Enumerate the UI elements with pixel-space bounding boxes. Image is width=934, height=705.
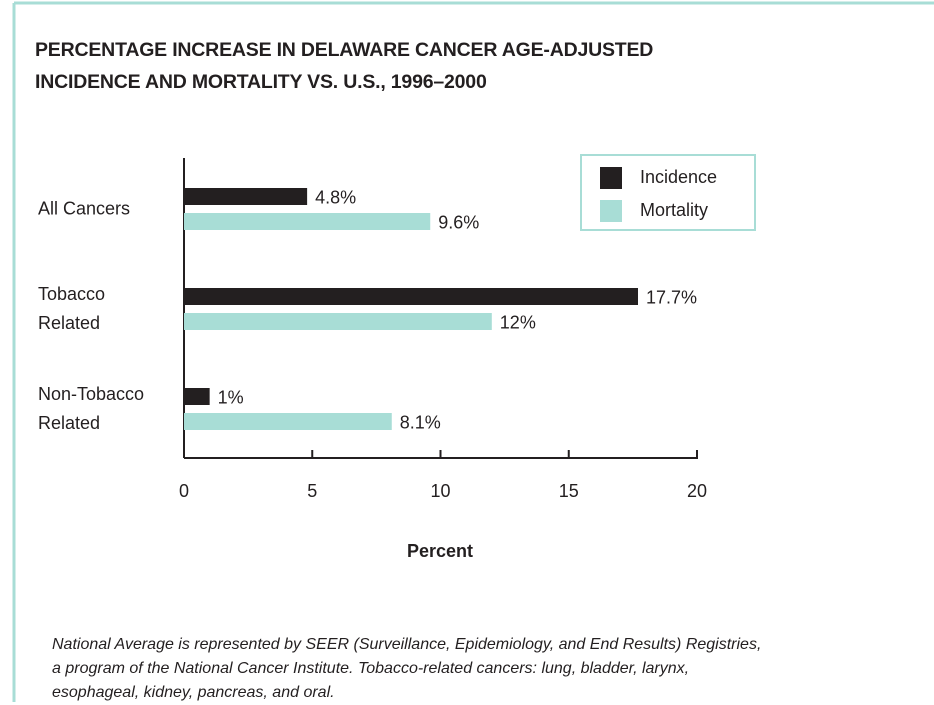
legend-label: Incidence bbox=[640, 167, 717, 187]
x-tick-label: 5 bbox=[307, 481, 317, 501]
chart-title: PERCENTAGE INCREASE IN DELAWARE CANCER A… bbox=[35, 39, 654, 93]
bar bbox=[184, 413, 392, 430]
x-tick-label: 20 bbox=[687, 481, 707, 501]
x-axis-title: Percent bbox=[406, 541, 474, 561]
category-label: Non-Tobacco Related bbox=[38, 384, 145, 433]
value-label: 8.1% bbox=[400, 412, 441, 432]
x-tick-label: 0 bbox=[179, 481, 189, 501]
x-tick-label: 15 bbox=[559, 481, 579, 501]
value-label: 17.7% bbox=[646, 287, 697, 307]
legend-label: Mortality bbox=[640, 200, 708, 220]
category-label: Tobacco Related bbox=[38, 284, 106, 333]
bar bbox=[184, 288, 639, 305]
value-label: 4.8% bbox=[315, 187, 356, 207]
category-label: All Cancers bbox=[38, 198, 131, 219]
legend-swatch bbox=[600, 200, 622, 222]
value-label: 1% bbox=[218, 387, 244, 407]
value-label: 9.6% bbox=[438, 212, 479, 232]
bar bbox=[184, 188, 308, 205]
bar bbox=[184, 388, 210, 405]
footnote: National Average is represented by SEER … bbox=[52, 636, 762, 701]
bar bbox=[184, 213, 431, 230]
bar bbox=[184, 313, 492, 330]
x-tick-label: 10 bbox=[430, 481, 450, 501]
legend-swatch bbox=[600, 167, 622, 189]
value-label: 12% bbox=[500, 312, 536, 332]
